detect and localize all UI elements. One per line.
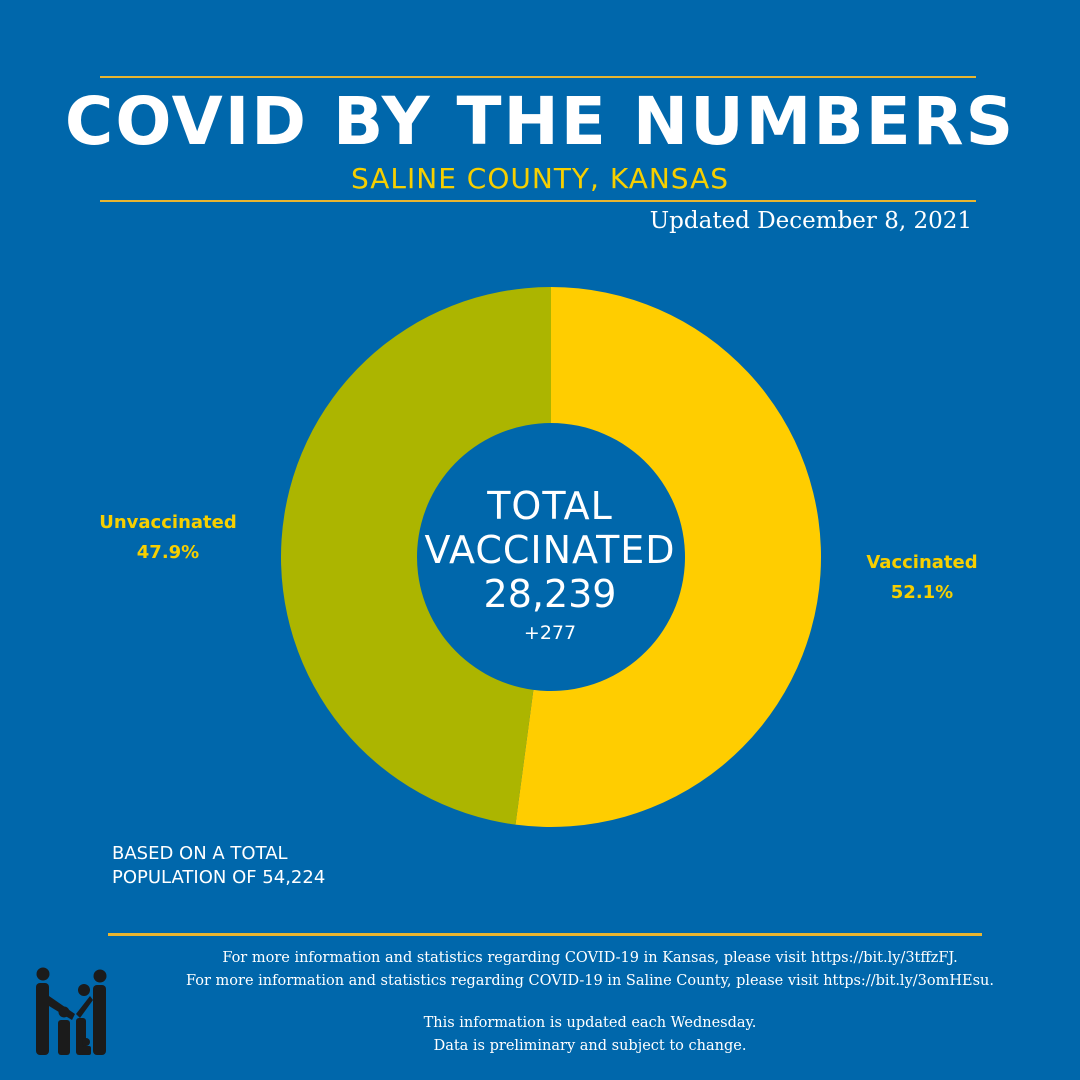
- slice-unvaccinated: [281, 287, 551, 825]
- center-total: 28,239: [483, 572, 617, 616]
- slice-vaccinated: [515, 287, 822, 827]
- top-rule: [100, 76, 976, 78]
- footnote-line1: BASED ON A TOTAL: [112, 843, 288, 864]
- page-title: COVID BY THE NUMBERS: [64, 83, 1016, 160]
- subtitle-rule: [100, 200, 976, 202]
- label-unvaccinated: Unvaccinated 47.9%: [88, 508, 248, 568]
- updated-date: Updated December 8, 2021: [649, 208, 972, 234]
- label-unvaccinated-name: Unvaccinated: [99, 512, 237, 533]
- center-change: +277: [523, 622, 577, 644]
- info-line-weekly: This information is updated each Wednesd…: [423, 1015, 757, 1031]
- info-line-preliminary: Data is preliminary and subject to chang…: [433, 1038, 747, 1054]
- population-footnote: BASED ON A TOTAL POPULATION OF 54,224: [112, 842, 325, 890]
- center-line1: TOTAL: [487, 484, 613, 528]
- label-vaccinated-pct: 52.1%: [890, 582, 954, 603]
- page-subtitle: SALINE COUNTY, KANSAS: [350, 162, 730, 195]
- info-line-kansas: For more information and statistics rega…: [222, 950, 958, 966]
- info-line-saline: For more information and statistics rega…: [186, 973, 994, 989]
- label-vaccinated-name: Vaccinated: [866, 552, 978, 573]
- center-line2: VACCINATED: [424, 528, 676, 572]
- footnote-line2: POPULATION OF 54,224: [112, 867, 326, 888]
- label-vaccinated: Vaccinated 52.1%: [852, 548, 992, 608]
- label-unvaccinated-pct: 47.9%: [136, 542, 200, 563]
- bottom-rule: [108, 933, 982, 936]
- family-logo-icon: [36, 967, 107, 1055]
